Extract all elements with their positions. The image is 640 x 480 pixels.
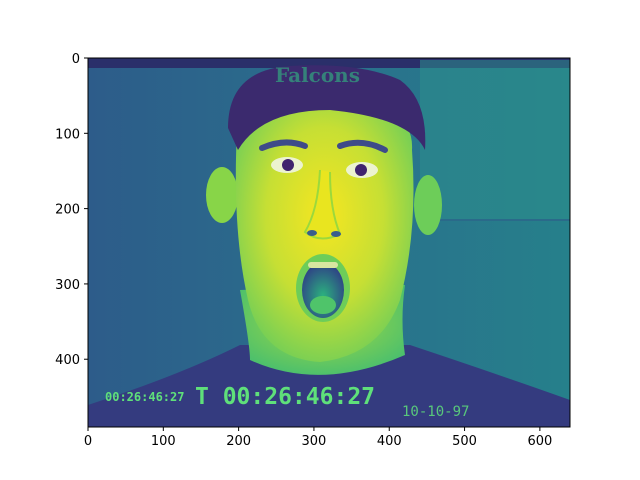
x-tick-label: 100 (151, 434, 176, 449)
x-tick-label: 600 (527, 434, 552, 449)
x-tick-label: 500 (452, 434, 477, 449)
x-tick-label: 0 (84, 434, 92, 449)
right-pupil (355, 164, 367, 176)
left-ear (206, 167, 238, 223)
axes-frame (87, 57, 571, 428)
hat-text: Falcons (275, 63, 360, 87)
y-tick-label: 200 (55, 203, 80, 218)
x-tick-label: 200 (226, 434, 251, 449)
x-tick-label: 400 (377, 434, 402, 449)
left-brow (259, 139, 308, 151)
right-nostril (331, 231, 341, 237)
tongue (310, 296, 336, 314)
left-nostril (307, 230, 317, 236)
right-brow (337, 139, 388, 153)
image-plot: Falcons 00:26:46:27 T 00:26:46:27 10-10-… (88, 58, 570, 427)
left-pupil (282, 159, 294, 171)
small-timecode: 00:26:46:27 (105, 390, 184, 404)
x-axis: 0 100 200 300 400 500 600 (84, 427, 552, 449)
y-axis: 0 100 200 300 400 (55, 52, 88, 368)
top-scanline-band (88, 58, 570, 68)
y-tick-label: 100 (55, 127, 80, 142)
cap (228, 65, 426, 150)
upper-teeth (308, 262, 338, 268)
y-tick-label: 0 (72, 52, 80, 67)
x-tick-label: 300 (302, 434, 327, 449)
y-tick-label: 300 (55, 278, 80, 293)
wall-panel (420, 60, 570, 220)
right-ear (414, 175, 442, 235)
shirt (88, 345, 570, 427)
nose (303, 169, 342, 240)
date-stamp: 10-10-97 (402, 404, 469, 420)
y-tick-label: 400 (55, 353, 80, 368)
timecode: T 00:26:46:27 (195, 384, 375, 410)
